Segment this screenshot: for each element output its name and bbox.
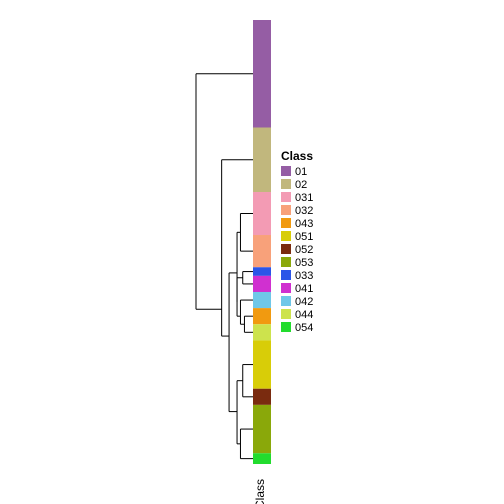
class-bar — [253, 292, 271, 308]
legend-label: 01 — [295, 166, 307, 178]
legend-swatch — [281, 231, 291, 241]
legend-label: 051 — [295, 231, 313, 243]
class-bar — [253, 267, 271, 276]
legend-label: 054 — [295, 322, 313, 334]
class-bar — [253, 389, 271, 405]
legend-label: 033 — [295, 270, 313, 282]
legend-label: 053 — [295, 257, 313, 269]
legend-label: 041 — [295, 283, 313, 295]
class-bar — [253, 308, 271, 324]
legend-swatch — [281, 296, 291, 306]
legend-label: 02 — [295, 179, 307, 191]
class-bar — [253, 324, 271, 340]
axis-label: Class — [253, 479, 267, 504]
legend-label: 031 — [295, 192, 313, 204]
legend-swatch — [281, 218, 291, 228]
class-bar — [253, 235, 271, 267]
legend-title: Class — [281, 149, 313, 163]
legend-swatch — [281, 192, 291, 202]
legend-swatch — [281, 283, 291, 293]
legend-swatch — [281, 322, 291, 332]
legend-swatch — [281, 179, 291, 189]
class-bar — [253, 128, 271, 193]
class-bar — [253, 192, 271, 235]
legend-swatch — [281, 166, 291, 176]
class-bar — [253, 405, 271, 453]
legend-label: 043 — [295, 218, 313, 230]
legend-label: 042 — [295, 296, 313, 308]
legend-swatch — [281, 309, 291, 319]
class-bar — [253, 20, 271, 128]
legend-label: 052 — [295, 244, 313, 256]
legend-swatch — [281, 270, 291, 280]
legend-label: 044 — [295, 309, 313, 321]
class-bar — [253, 340, 271, 388]
legend-swatch — [281, 205, 291, 215]
legend-swatch — [281, 257, 291, 267]
class-bar — [253, 276, 271, 292]
class-bar — [253, 453, 271, 464]
dendrogram-heatmap: Class 01020310320430510520530330410420440… — [0, 0, 504, 504]
legend-label: 032 — [295, 205, 313, 217]
legend-swatch — [281, 244, 291, 254]
